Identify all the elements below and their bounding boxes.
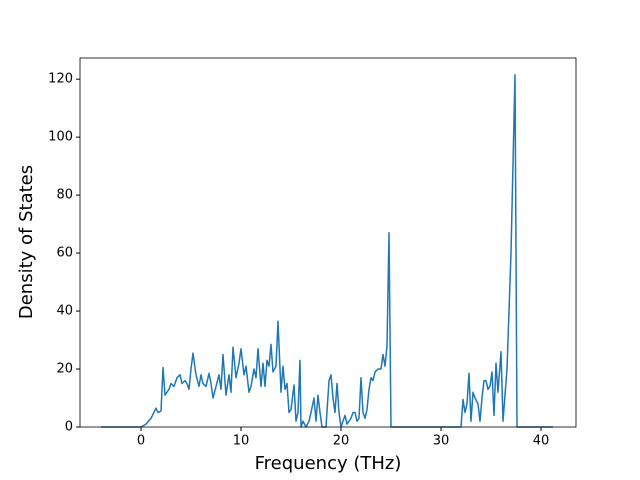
x-axis-label: Frequency (THz) xyxy=(255,453,402,474)
y-tick-label: 0 xyxy=(65,420,73,435)
x-tick-label: 20 xyxy=(333,434,350,449)
plot-frame xyxy=(79,57,577,428)
x-tick-label: 0 xyxy=(137,434,145,449)
y-tick-label: 20 xyxy=(56,362,73,377)
x-tick-label: 30 xyxy=(433,434,450,449)
data-line xyxy=(101,74,553,428)
y-axis-label: Density of States xyxy=(16,165,37,319)
y-tick-label: 100 xyxy=(48,130,73,145)
y-tick-label: 120 xyxy=(48,72,73,87)
x-tick-label: 10 xyxy=(233,434,250,449)
y-tick-label: 60 xyxy=(56,246,73,261)
x-tick-label: 40 xyxy=(533,434,550,449)
y-tick-label: 80 xyxy=(56,188,73,203)
y-tick-label: 40 xyxy=(56,304,73,319)
